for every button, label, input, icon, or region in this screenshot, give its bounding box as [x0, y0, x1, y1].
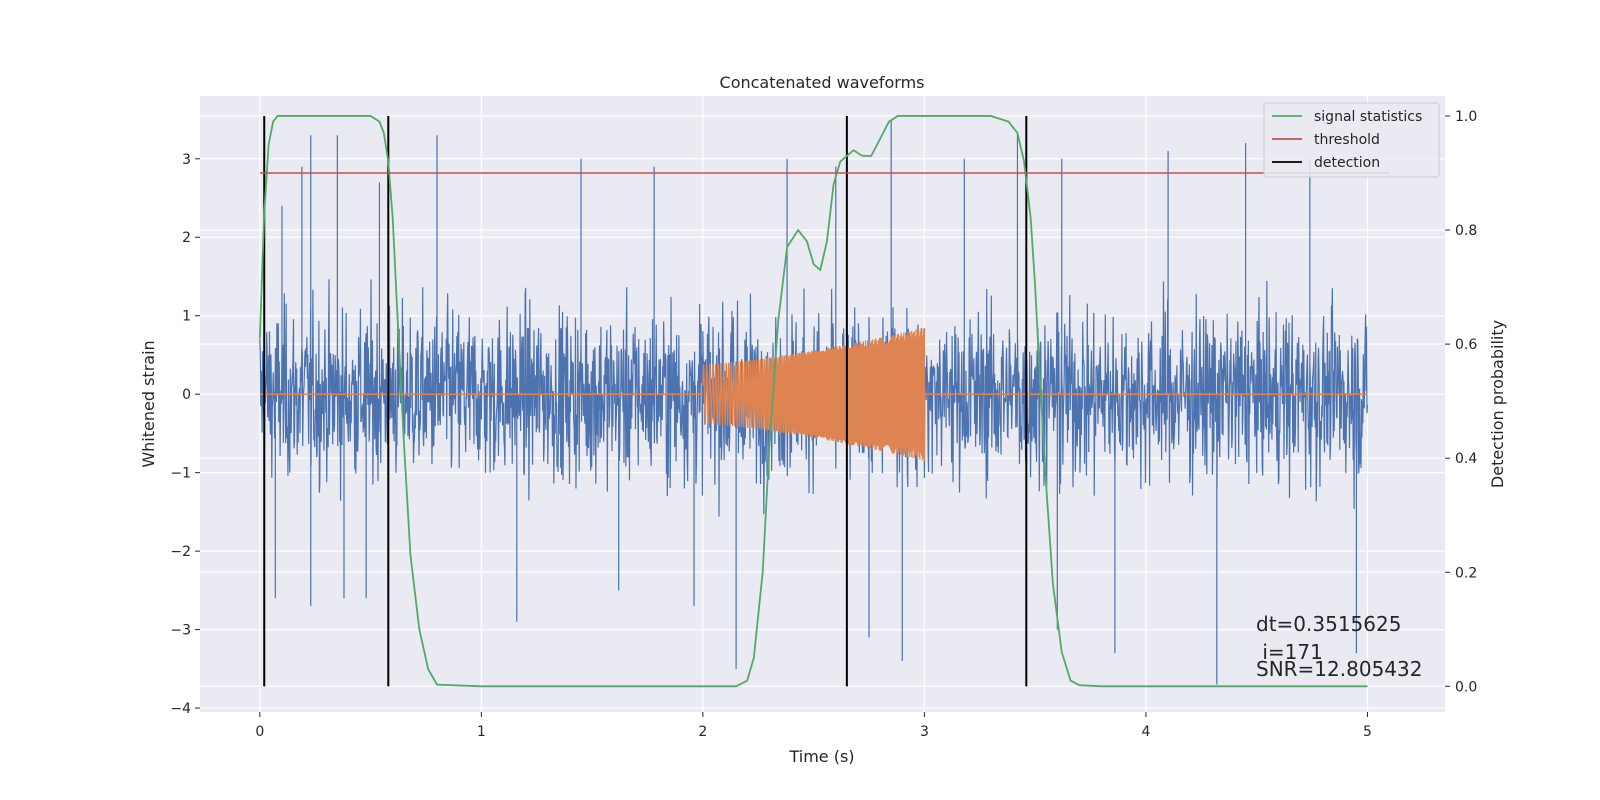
legend: signal statistics threshold detection [1263, 102, 1440, 178]
legend-label-signal-statistics: signal statistics [1314, 109, 1422, 125]
y-tick-label: −4 [170, 701, 191, 717]
y-tick-label: −2 [170, 544, 191, 560]
injected-chirp-line [702, 327, 925, 461]
y-tick-label: −3 [170, 623, 191, 639]
y2-tick-label: 0.6 [1455, 337, 1477, 353]
legend-box [1263, 102, 1440, 178]
signal-statistics-line [258, 115, 1368, 688]
x-tick-label: 1 [477, 724, 486, 740]
y2-tick-label: 0.2 [1455, 565, 1477, 581]
annotation-index: i=171 [1256, 640, 1323, 664]
y-ticks: −4 −3 −2 −1 0 1 2 3 [170, 152, 200, 717]
x-axis-label: Time (s) [788, 747, 854, 766]
x-ticks: 0 1 2 3 4 5 [255, 712, 1372, 740]
chart-title: Concatenated waveforms [720, 73, 925, 92]
y2-tick-label: 0.0 [1455, 679, 1477, 695]
x-tick-label: 3 [920, 724, 929, 740]
y-tick-label: 3 [182, 152, 191, 168]
annotation-snr: SNR=12.805432 [1256, 657, 1422, 681]
grid-left [200, 158, 1445, 709]
y-tick-label: 1 [182, 309, 191, 325]
y2-tick-label: 0.8 [1455, 223, 1477, 239]
legend-label-threshold: threshold [1314, 132, 1380, 148]
x-tick-label: 4 [1141, 724, 1150, 740]
y2-tick-label: 0.4 [1455, 451, 1477, 467]
y2-tick-label: 1.0 [1455, 109, 1477, 125]
y2-axis-label: Detection probability [1488, 320, 1507, 488]
x-tick-label: 2 [698, 724, 707, 740]
annotation-dt: dt=0.3515625 [1256, 612, 1401, 636]
detection-lines [263, 115, 1028, 687]
y2-ticks: 0.0 0.2 0.4 0.6 0.8 1.0 [1445, 109, 1477, 695]
y-tick-label: 0 [182, 387, 191, 403]
y-axis-label: Whitened strain [139, 340, 158, 467]
legend-label-detection: detection [1314, 155, 1380, 171]
x-tick-label: 0 [255, 724, 264, 740]
x-tick-label: 5 [1363, 724, 1372, 740]
y-tick-label: −1 [170, 466, 191, 482]
y-tick-label: 2 [182, 230, 191, 246]
